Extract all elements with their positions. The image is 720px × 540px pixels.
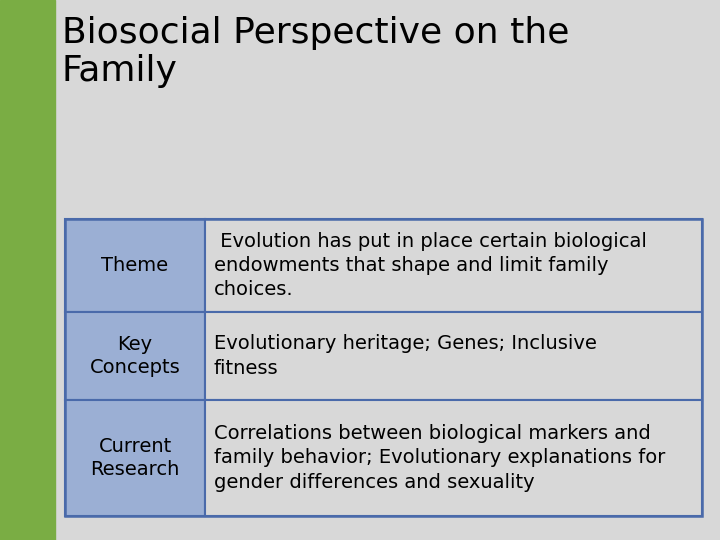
Text: Evolution has put in place certain biological
endowments that shape and limit fa: Evolution has put in place certain biolo… bbox=[214, 232, 647, 299]
Text: Key
Concepts: Key Concepts bbox=[89, 335, 181, 377]
Bar bbox=[205, 219, 702, 312]
Bar bbox=[65, 219, 205, 312]
Text: Theme: Theme bbox=[102, 256, 168, 275]
Text: Evolutionary heritage; Genes; Inclusive
fitness: Evolutionary heritage; Genes; Inclusive … bbox=[214, 334, 597, 377]
Bar bbox=[65, 312, 205, 400]
Bar bbox=[205, 312, 702, 400]
Text: Current
Research: Current Research bbox=[90, 436, 180, 479]
Text: Biosocial Perspective on the
Family: Biosocial Perspective on the Family bbox=[62, 16, 570, 88]
Bar bbox=[0, 0, 55, 540]
Text: Correlations between biological markers and
family behavior; Evolutionary explan: Correlations between biological markers … bbox=[214, 424, 665, 491]
Bar bbox=[65, 219, 702, 516]
Bar bbox=[205, 400, 702, 516]
Bar bbox=[65, 400, 205, 516]
